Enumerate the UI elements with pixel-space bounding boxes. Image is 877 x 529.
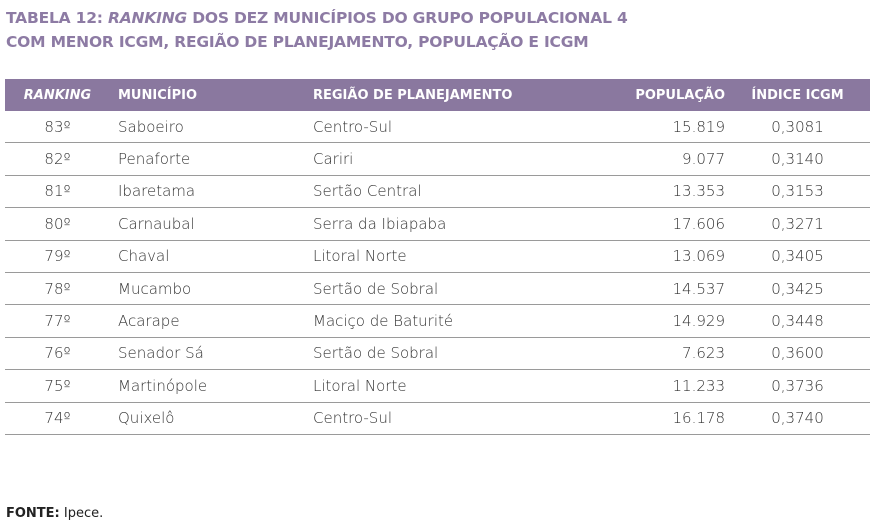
cell-indice: 0,3425 bbox=[725, 272, 870, 306]
cell-populacao: 15.819 bbox=[583, 111, 725, 144]
cell-regiao: Centro-Sul bbox=[313, 402, 583, 435]
cell-municipio: Quixelô bbox=[110, 402, 313, 435]
cell-populacao: 16.178 bbox=[583, 402, 725, 435]
cell-municipio: Martinópole bbox=[110, 369, 313, 403]
table-row: 80º Carnaubal Serra da Ibiapaba 17.606 0,327… bbox=[5, 207, 870, 241]
cell-municipio: Acarape bbox=[110, 304, 313, 338]
cell-populacao: 9.077 bbox=[583, 142, 725, 176]
col-regiao: REGIÃO DE PLANEJAMENTO bbox=[313, 79, 583, 111]
cell-populacao: 11.233 bbox=[583, 369, 725, 403]
cell-regiao: Serra da Ibiapaba bbox=[313, 207, 583, 241]
col-ranking: RANKING bbox=[5, 79, 110, 111]
cell-regiao: Sertão Central bbox=[313, 175, 583, 209]
cell-regiao: Maciço de Baturité bbox=[313, 304, 583, 338]
title-italic: RANKING bbox=[108, 9, 187, 27]
cell-indice: 0,3153 bbox=[725, 175, 870, 209]
title-prefix: TABELA 12: bbox=[6, 9, 109, 27]
col-indice: ÍNDICE ICGM bbox=[725, 79, 870, 111]
cell-regiao: Litoral Norte bbox=[313, 240, 583, 273]
cell-ranking: 77º bbox=[5, 304, 110, 338]
source-label: FONTE: bbox=[6, 506, 60, 521]
cell-indice: 0,3271 bbox=[725, 207, 870, 241]
cell-ranking: 81º bbox=[5, 175, 110, 209]
cell-ranking: 75º bbox=[5, 369, 110, 403]
cell-ranking: 79º bbox=[5, 240, 110, 273]
source-text: Ipece. bbox=[59, 506, 104, 521]
title-line2: COM MENOR ICGM, REGIÃO DE PLANEJAMENTO, … bbox=[6, 33, 589, 51]
cell-municipio: Ibaretama bbox=[110, 175, 313, 209]
cell-regiao: Sertão de Sobral bbox=[313, 272, 583, 306]
source-note: FONTE: Ipece. bbox=[6, 506, 103, 521]
table-row: 83º Saboeiro Centro-Sul 15.819 0,3081 bbox=[5, 111, 870, 144]
cell-ranking: 82º bbox=[5, 142, 110, 176]
table-row: 76º Senador Sá Sertão de Sobral 7.623 0,3600 bbox=[5, 337, 870, 371]
table-row: 82º Penaforte Cariri 9.077 0,3140 bbox=[5, 142, 870, 176]
cell-regiao: Litoral Norte bbox=[313, 369, 583, 403]
table-row: 78º Mucambo Sertão de Sobral 14.537 0,3425 bbox=[5, 272, 870, 306]
table-row: 81º Ibaretama Sertão Central 13.353 0,3153 bbox=[5, 175, 870, 209]
cell-ranking: 83º bbox=[5, 111, 110, 144]
ranking-table: RANKING MUNICÍPIO REGIÃO DE PLANEJAMENTO… bbox=[5, 79, 870, 435]
table-title: TABELA 12: RANKING DOS DEZ MUNICÍPIOS DO… bbox=[6, 6, 628, 54]
cell-indice: 0,3736 bbox=[725, 369, 870, 403]
cell-populacao: 13.069 bbox=[583, 240, 725, 273]
cell-municipio: Chaval bbox=[110, 240, 313, 273]
cell-populacao: 14.929 bbox=[583, 304, 725, 338]
table-row: 79º Chaval Litoral Norte 13.069 0,3405 bbox=[5, 240, 870, 273]
cell-regiao: Cariri bbox=[313, 142, 583, 176]
cell-populacao: 17.606 bbox=[583, 207, 725, 241]
cell-indice: 0,3448 bbox=[725, 304, 870, 338]
cell-ranking: 80º bbox=[5, 207, 110, 241]
col-municipio: MUNICÍPIO bbox=[110, 79, 313, 111]
cell-municipio: Penaforte bbox=[110, 142, 313, 176]
cell-regiao: Sertão de Sobral bbox=[313, 337, 583, 371]
cell-municipio: Carnaubal bbox=[110, 207, 313, 241]
cell-indice: 0,3740 bbox=[725, 402, 870, 435]
table-row: 75º Martinópole Litoral Norte 11.233 0,3736 bbox=[5, 369, 870, 403]
cell-indice: 0,3140 bbox=[725, 142, 870, 176]
cell-populacao: 14.537 bbox=[583, 272, 725, 306]
col-populacao: POPULAÇÃO bbox=[583, 79, 725, 111]
cell-populacao: 13.353 bbox=[583, 175, 725, 209]
cell-regiao: Centro-Sul bbox=[313, 111, 583, 144]
cell-ranking: 78º bbox=[5, 272, 110, 306]
table-row: 77º Acarape Maciço de Baturité 14.929 0,3448 bbox=[5, 304, 870, 338]
cell-indice: 0,3405 bbox=[725, 240, 870, 273]
cell-ranking: 74º bbox=[5, 402, 110, 435]
cell-municipio: Senador Sá bbox=[110, 337, 313, 371]
cell-municipio: Mucambo bbox=[110, 272, 313, 306]
table-row: 74º Quixelô Centro-Sul 16.178 0,3740 bbox=[5, 402, 870, 435]
title-line1: DOS DEZ MUNICÍPIOS DO GRUPO POPULACIONAL… bbox=[187, 9, 628, 27]
cell-populacao: 7.623 bbox=[583, 337, 725, 371]
cell-ranking: 76º bbox=[5, 337, 110, 371]
cell-indice: 0,3081 bbox=[725, 111, 870, 144]
cell-indice: 0,3600 bbox=[725, 337, 870, 371]
header-row: RANKING MUNICÍPIO REGIÃO DE PLANEJAMENTO… bbox=[5, 79, 870, 111]
cell-municipio: Saboeiro bbox=[110, 111, 313, 144]
